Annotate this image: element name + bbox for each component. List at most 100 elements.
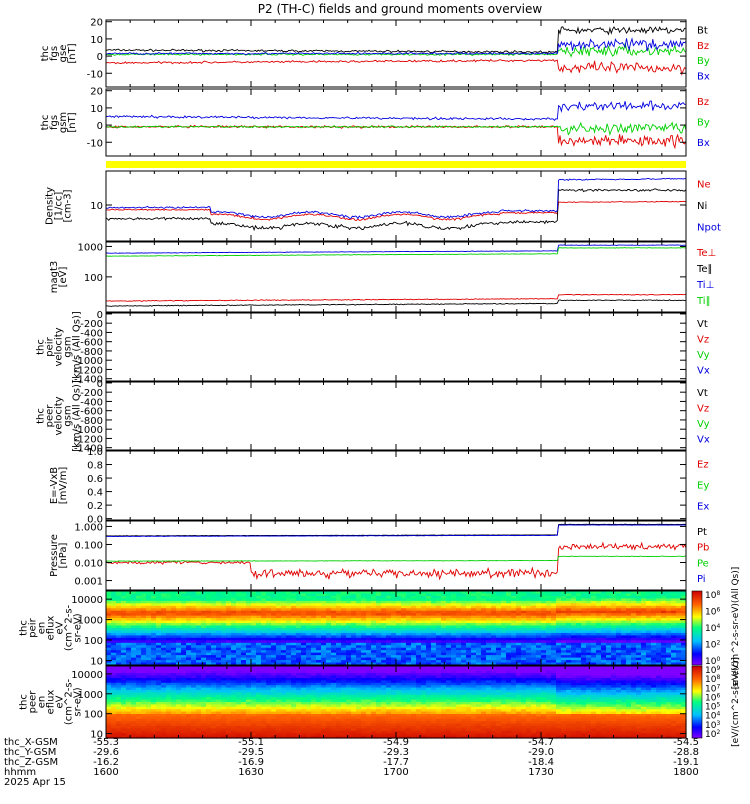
y-tick-label: -10 (87, 138, 103, 149)
y-tick-label: 10 (90, 201, 103, 212)
y-tick-label: 10 (90, 35, 103, 46)
legend-entry: By (697, 118, 710, 129)
legend-entry: Bx (697, 71, 710, 82)
legend-entry: Pb (697, 543, 709, 554)
y-tick-label: 0.8 (87, 461, 103, 472)
panel-frame (106, 89, 686, 156)
y-tick-label: 10 (90, 656, 103, 667)
y-tick-label: 100 (84, 273, 103, 284)
legend-entry: Ne (697, 180, 711, 191)
panel-frame (106, 382, 686, 450)
quality-flag-bar (106, 161, 686, 168)
colorbar-label: [eV/(cm^2-s-sr-eV)] (731, 657, 741, 747)
series-fgs-By (106, 43, 686, 56)
y-axis-label: [nT] (67, 43, 78, 63)
colorbar-tick-label: 102 (705, 639, 720, 651)
panel-peer_velocity: VtVzVyVx0-200-400-600-800-1000-1200-1400… (36, 379, 710, 455)
legend-entry: Vz (697, 334, 709, 345)
legend-entry: Ni (697, 201, 707, 212)
legend-entry: Pt (697, 527, 707, 538)
legend-entry: Te⊥ (696, 248, 716, 259)
x-tick-label: 1600 (93, 767, 118, 778)
y-tick-label: 0.6 (87, 474, 103, 485)
peir_spectrogram-cells (106, 591, 687, 666)
legend-entry: Vt (697, 319, 708, 330)
y-axis-label: sr-eV) (73, 613, 84, 642)
legend-entry: Te∥ (696, 264, 713, 275)
y-tick-label: 0.010 (74, 559, 103, 570)
y-axis-label: [nT] (67, 112, 78, 132)
series-fgs_gsm-By (106, 123, 686, 135)
panel-peer_spectrogram: 109108107106105104103102[eV/(cm^2-s-sr-e… (19, 657, 742, 747)
legend-entry: Npot (697, 222, 721, 233)
colorbar-tick-label: 104 (705, 623, 720, 635)
y-tick-label: 0 (97, 121, 103, 132)
legend-entry: By (697, 56, 710, 67)
y-tick-label: -10 (87, 69, 103, 80)
legend-entry: Ex (697, 502, 709, 513)
legend-entry: Bz (697, 97, 709, 108)
y-tick-label: 1.0 (87, 447, 103, 458)
panel-frame (106, 313, 686, 381)
y-tick-label: 20 (90, 87, 103, 98)
y-tick-label: 100 (84, 636, 103, 647)
y-axis-label: [mV/m] (58, 467, 69, 505)
panel-frame (106, 171, 686, 241)
y-tick-label: 0.4 (87, 488, 103, 499)
peer_spectrogram-cells (106, 666, 687, 739)
legend-entry: Ti∥ (696, 296, 711, 307)
series-fgs_gsm-Bx (106, 101, 686, 120)
panel-frame (106, 521, 686, 590)
x-tick-label: 1800 (673, 767, 698, 778)
y-axis-label: [nPa] (58, 542, 69, 568)
y-tick-label: 10 (90, 104, 103, 115)
colorbar-tick-label: 108 (705, 590, 720, 602)
panel-frame (106, 451, 686, 520)
y-axis-label: [km/s (All Qs)] (72, 311, 83, 383)
y-tick-label: 0.001 (74, 577, 103, 588)
panel-pressure: PtPbPePi1.0000.1000.0100.001Pressure[nPa… (49, 521, 709, 590)
legend-entry: Vy (697, 350, 710, 361)
x-axis-labels: thc_X-GSM-55.3-55.1-54.9-54.7-54.5thc_Y-… (4, 737, 699, 788)
legend-entry: Pi (697, 574, 706, 585)
x-tick-label: 1630 (238, 767, 263, 778)
legend-entry: Vt (697, 388, 708, 399)
legend-entry: Vz (697, 403, 709, 414)
legend-entry: Ey (697, 481, 709, 492)
y-tick-label: 0 (97, 52, 103, 63)
plot-title: P2 (TH-C) fields and ground moments over… (258, 2, 543, 16)
y-tick-label: 20 (90, 18, 103, 29)
legend-entry: Ti⊥ (696, 280, 714, 291)
colorbar-tick-label: 102 (705, 729, 720, 741)
series-fgs-Bz (106, 60, 686, 75)
y-tick-label: 0.100 (74, 540, 103, 551)
series-density-Npot (106, 178, 686, 218)
y-axis-label: [km/s (All Qs)] (72, 380, 83, 452)
y-tick-label: 10000 (71, 670, 103, 681)
legend-entry: Ez (697, 460, 709, 471)
x-tick-label: 1700 (383, 767, 408, 778)
x-axis-date: 2025 Apr 15 (4, 777, 66, 788)
y-tick-label: 10000 (71, 595, 103, 606)
series-fgs-Bx (106, 38, 686, 54)
legend-entry: Bz (697, 41, 709, 52)
legend-entry: Vy (697, 419, 710, 430)
series-fgs_gsm-Bz (106, 125, 686, 147)
x-tick-label: 1730 (528, 767, 553, 778)
y-axis-label: sr-eV) (73, 687, 84, 716)
y-axis-label: [eV] (58, 267, 69, 288)
y-tick-label: 100 (84, 710, 103, 721)
colorbar-tick-label: 106 (705, 606, 720, 618)
legend-entry: Pe (697, 558, 709, 569)
series-pressure-Pe (106, 556, 686, 561)
legend-entry: Bt (697, 26, 708, 37)
series-density-Ne (106, 201, 686, 220)
panel-peir_velocity: VtVzVyVx0-200-400-600-800-1000-1200-1400… (36, 310, 710, 386)
